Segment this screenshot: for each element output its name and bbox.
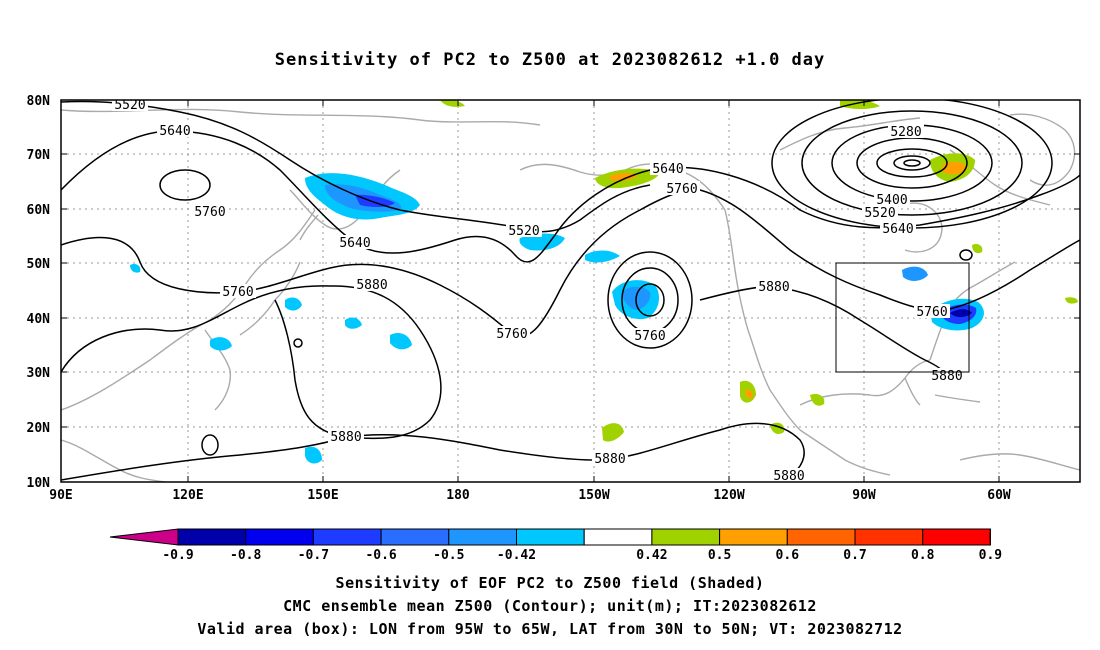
contour-label-bg [592, 451, 628, 465]
caption-line-1: Sensitivity of EOF PC2 to Z500 field (Sh… [335, 574, 765, 592]
lat-tick-label: 20N [27, 421, 51, 436]
lon-tick-label: 120E [172, 488, 203, 503]
caption-line-2: CMC ensemble mean Z500 (Contour); unit(m… [283, 597, 817, 615]
map-frame [60, 99, 1081, 483]
colorbar-segment [312, 528, 382, 546]
contour-label: 5640 [882, 222, 913, 237]
contour-label-bg [771, 468, 807, 482]
contour-label-bg [157, 123, 193, 137]
contour-label: 5760 [916, 305, 947, 320]
contour-label-bg [337, 235, 373, 249]
lat-tick-label: 10N [27, 476, 51, 491]
contour-label: 5640 [652, 162, 683, 177]
colorbar-label: -0.7 [298, 548, 329, 563]
colorbar-label: -0.9 [162, 548, 193, 563]
contour-label-bg [650, 161, 686, 175]
contour-label: 5760 [634, 329, 665, 344]
colorbar-label: 0.6 [776, 548, 800, 563]
lat-tick-label: 50N [27, 257, 51, 272]
contour-label: 5880 [758, 280, 789, 295]
colorbar-label: -0.8 [230, 548, 261, 563]
contour-label: 5520 [508, 224, 539, 239]
contour-label-bg [880, 221, 916, 235]
contour-label: 5880 [773, 469, 804, 484]
colorbar-segment [922, 528, 991, 546]
lon-tick-label: 120W [713, 488, 744, 503]
latitude-axis: 80N 70N 60N 50N 40N 30N 20N 10N [27, 94, 1080, 491]
colorbar-label: 0.9 [979, 548, 1002, 563]
contour-label: 5520 [864, 206, 895, 221]
contour-label: 5880 [356, 278, 387, 293]
colorbar-segment [177, 528, 247, 546]
lon-tick-label: 180 [446, 488, 470, 503]
contour-label-bg [756, 279, 792, 293]
contour-label-bg [354, 277, 390, 291]
colorbar-label: -0.6 [365, 548, 396, 563]
lon-tick-label: 90W [852, 488, 876, 503]
lon-tick-label: 150W [578, 488, 609, 503]
valid-area-box [835, 262, 970, 373]
colorbar-segment [719, 528, 788, 546]
contour-label: 5880 [330, 430, 361, 445]
lat-tick-label: 80N [27, 94, 51, 109]
colorbar-label: -0.42 [497, 548, 536, 563]
contour-label-bg [220, 284, 256, 298]
chart-title: Sensitivity of PC2 to Z500 at 2023082612… [274, 50, 826, 70]
longitude-axis: 90E 120E 150E 180 150W 120W 90W 60W [49, 100, 1011, 503]
lon-tick-label: 60W [987, 488, 1011, 503]
contour-label-bg [888, 124, 924, 138]
contour-label: 5880 [594, 452, 625, 467]
map-gridlines [61, 100, 1080, 482]
contour-label: 5760 [666, 182, 697, 197]
contour-label-bg [632, 328, 668, 342]
lat-tick-label: 60N [27, 203, 51, 218]
contour-label-bg [328, 429, 364, 443]
lat-tick-label: 30N [27, 366, 51, 381]
contour-label-bg [664, 181, 700, 195]
colorbar-segment [583, 528, 653, 546]
contour-label-bg [914, 304, 950, 318]
colorbar-label: 0.8 [911, 548, 935, 563]
contour-label-bg [862, 205, 898, 219]
colorbar-segment [854, 528, 924, 546]
contour-label: 5880 [931, 369, 962, 384]
contour-label: 5760 [222, 285, 253, 300]
contour-label-bg [506, 223, 542, 237]
lat-tick-label: 70N [27, 148, 51, 163]
lon-tick-label: 150E [307, 488, 338, 503]
contour-label-bg [874, 192, 910, 206]
colorbar-label: 0.7 [843, 548, 866, 563]
colorbar-label: 0.42 [636, 548, 667, 563]
colorbar-segment [245, 528, 314, 546]
contour-label-bg [494, 326, 530, 340]
contour-label: 5760 [496, 327, 527, 342]
colorbar-segment [516, 528, 585, 546]
contour-label: 5280 [890, 125, 921, 140]
colorbar-label: 0.5 [708, 548, 731, 563]
lon-tick-label: 90E [49, 488, 72, 503]
contour-label: 5640 [339, 236, 370, 251]
colorbar-segment [786, 528, 856, 546]
contour-label: 5400 [876, 193, 907, 208]
lat-tick-label: 40N [27, 312, 51, 327]
contour-label: 5760 [194, 205, 225, 220]
contour-label-bg [192, 204, 228, 218]
contour-label-bg [112, 100, 148, 111]
colorbar: -0.9 -0.8 -0.7 -0.6 -0.5 -0.42 0.42 0.5 0.6 0.7 0.… [109, 528, 1002, 563]
colorbar-segment [651, 528, 721, 546]
contour-label: 5520 [114, 98, 145, 113]
colorbar-low-arrow [109, 528, 179, 546]
z500-contours [61, 100, 1080, 481]
colorbar-label: -0.5 [433, 548, 464, 563]
caption-line-3: Valid area (box): LON from 95W to 65W, L… [197, 620, 903, 638]
colorbar-segment [448, 528, 517, 546]
coastlines [61, 108, 1080, 482]
colorbar-segment [380, 528, 450, 546]
contour-label: 5640 [159, 124, 190, 139]
